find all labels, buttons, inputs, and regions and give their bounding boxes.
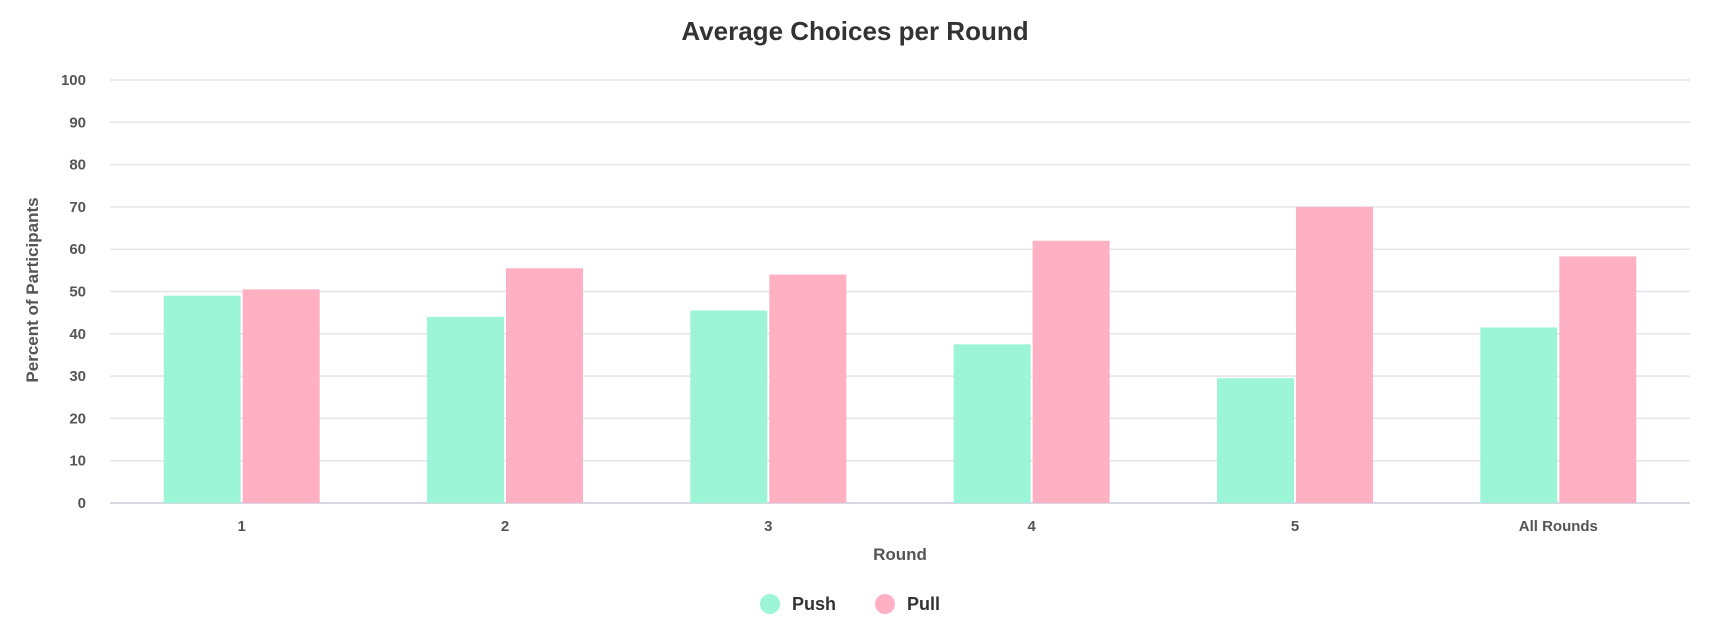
x-axis-label: Round	[873, 545, 927, 564]
bar-push-3	[953, 344, 1031, 503]
bar-pull-5	[1559, 256, 1637, 503]
y-tick-label: 50	[69, 284, 86, 301]
legend-swatch	[875, 594, 895, 614]
legend-item-push[interactable]: Push	[760, 594, 836, 614]
y-tick-label: 30	[69, 368, 86, 385]
x-tick-label: 4	[1027, 518, 1036, 535]
bar-pull-1	[506, 268, 583, 503]
bar-push-1	[427, 316, 504, 503]
legend-item-pull[interactable]: Pull	[875, 594, 940, 614]
y-axis-label: Percent of Participants	[23, 197, 42, 382]
legend-swatch	[760, 594, 780, 614]
gridlines	[110, 79, 1690, 504]
bar-pull-2	[769, 274, 847, 503]
bar-push-2	[690, 310, 768, 503]
y-tick-label: 100	[61, 72, 86, 89]
y-tick-label: 60	[69, 241, 86, 258]
legend: Push Pull	[760, 594, 940, 614]
x-tick-label: 3	[764, 518, 772, 535]
y-tick-label: 0	[78, 495, 86, 512]
bar-push-0	[163, 295, 241, 503]
x-tick-label: 2	[501, 518, 509, 535]
bar-pull-4	[1296, 206, 1373, 503]
bar-push-5	[1480, 327, 1558, 503]
y-tick-label: 70	[69, 199, 86, 216]
bar-pull-3	[1032, 240, 1110, 504]
bar-pull-0	[242, 289, 320, 503]
y-tick-label: 40	[69, 326, 86, 343]
legend-label: Pull	[907, 594, 940, 614]
y-tick-label: 20	[69, 410, 86, 427]
y-tick-label: 80	[69, 157, 86, 174]
x-tick-label: 5	[1291, 518, 1299, 535]
bars	[163, 206, 1637, 504]
legend-label: Push	[792, 594, 836, 614]
y-tick-label: 90	[69, 114, 86, 131]
x-tick-label: All Rounds	[1519, 518, 1598, 535]
bar-push-4	[1217, 378, 1294, 503]
x-tick-label: 1	[237, 518, 245, 535]
x-axis-ticks: 1 2 3 4 5 All Rounds	[237, 518, 1597, 535]
y-axis-ticks: 0 10 20 30 40 50 60 70 80 90 100	[61, 72, 86, 512]
chart-title: Average Choices per Round	[681, 16, 1028, 46]
y-tick-label: 10	[69, 453, 86, 470]
